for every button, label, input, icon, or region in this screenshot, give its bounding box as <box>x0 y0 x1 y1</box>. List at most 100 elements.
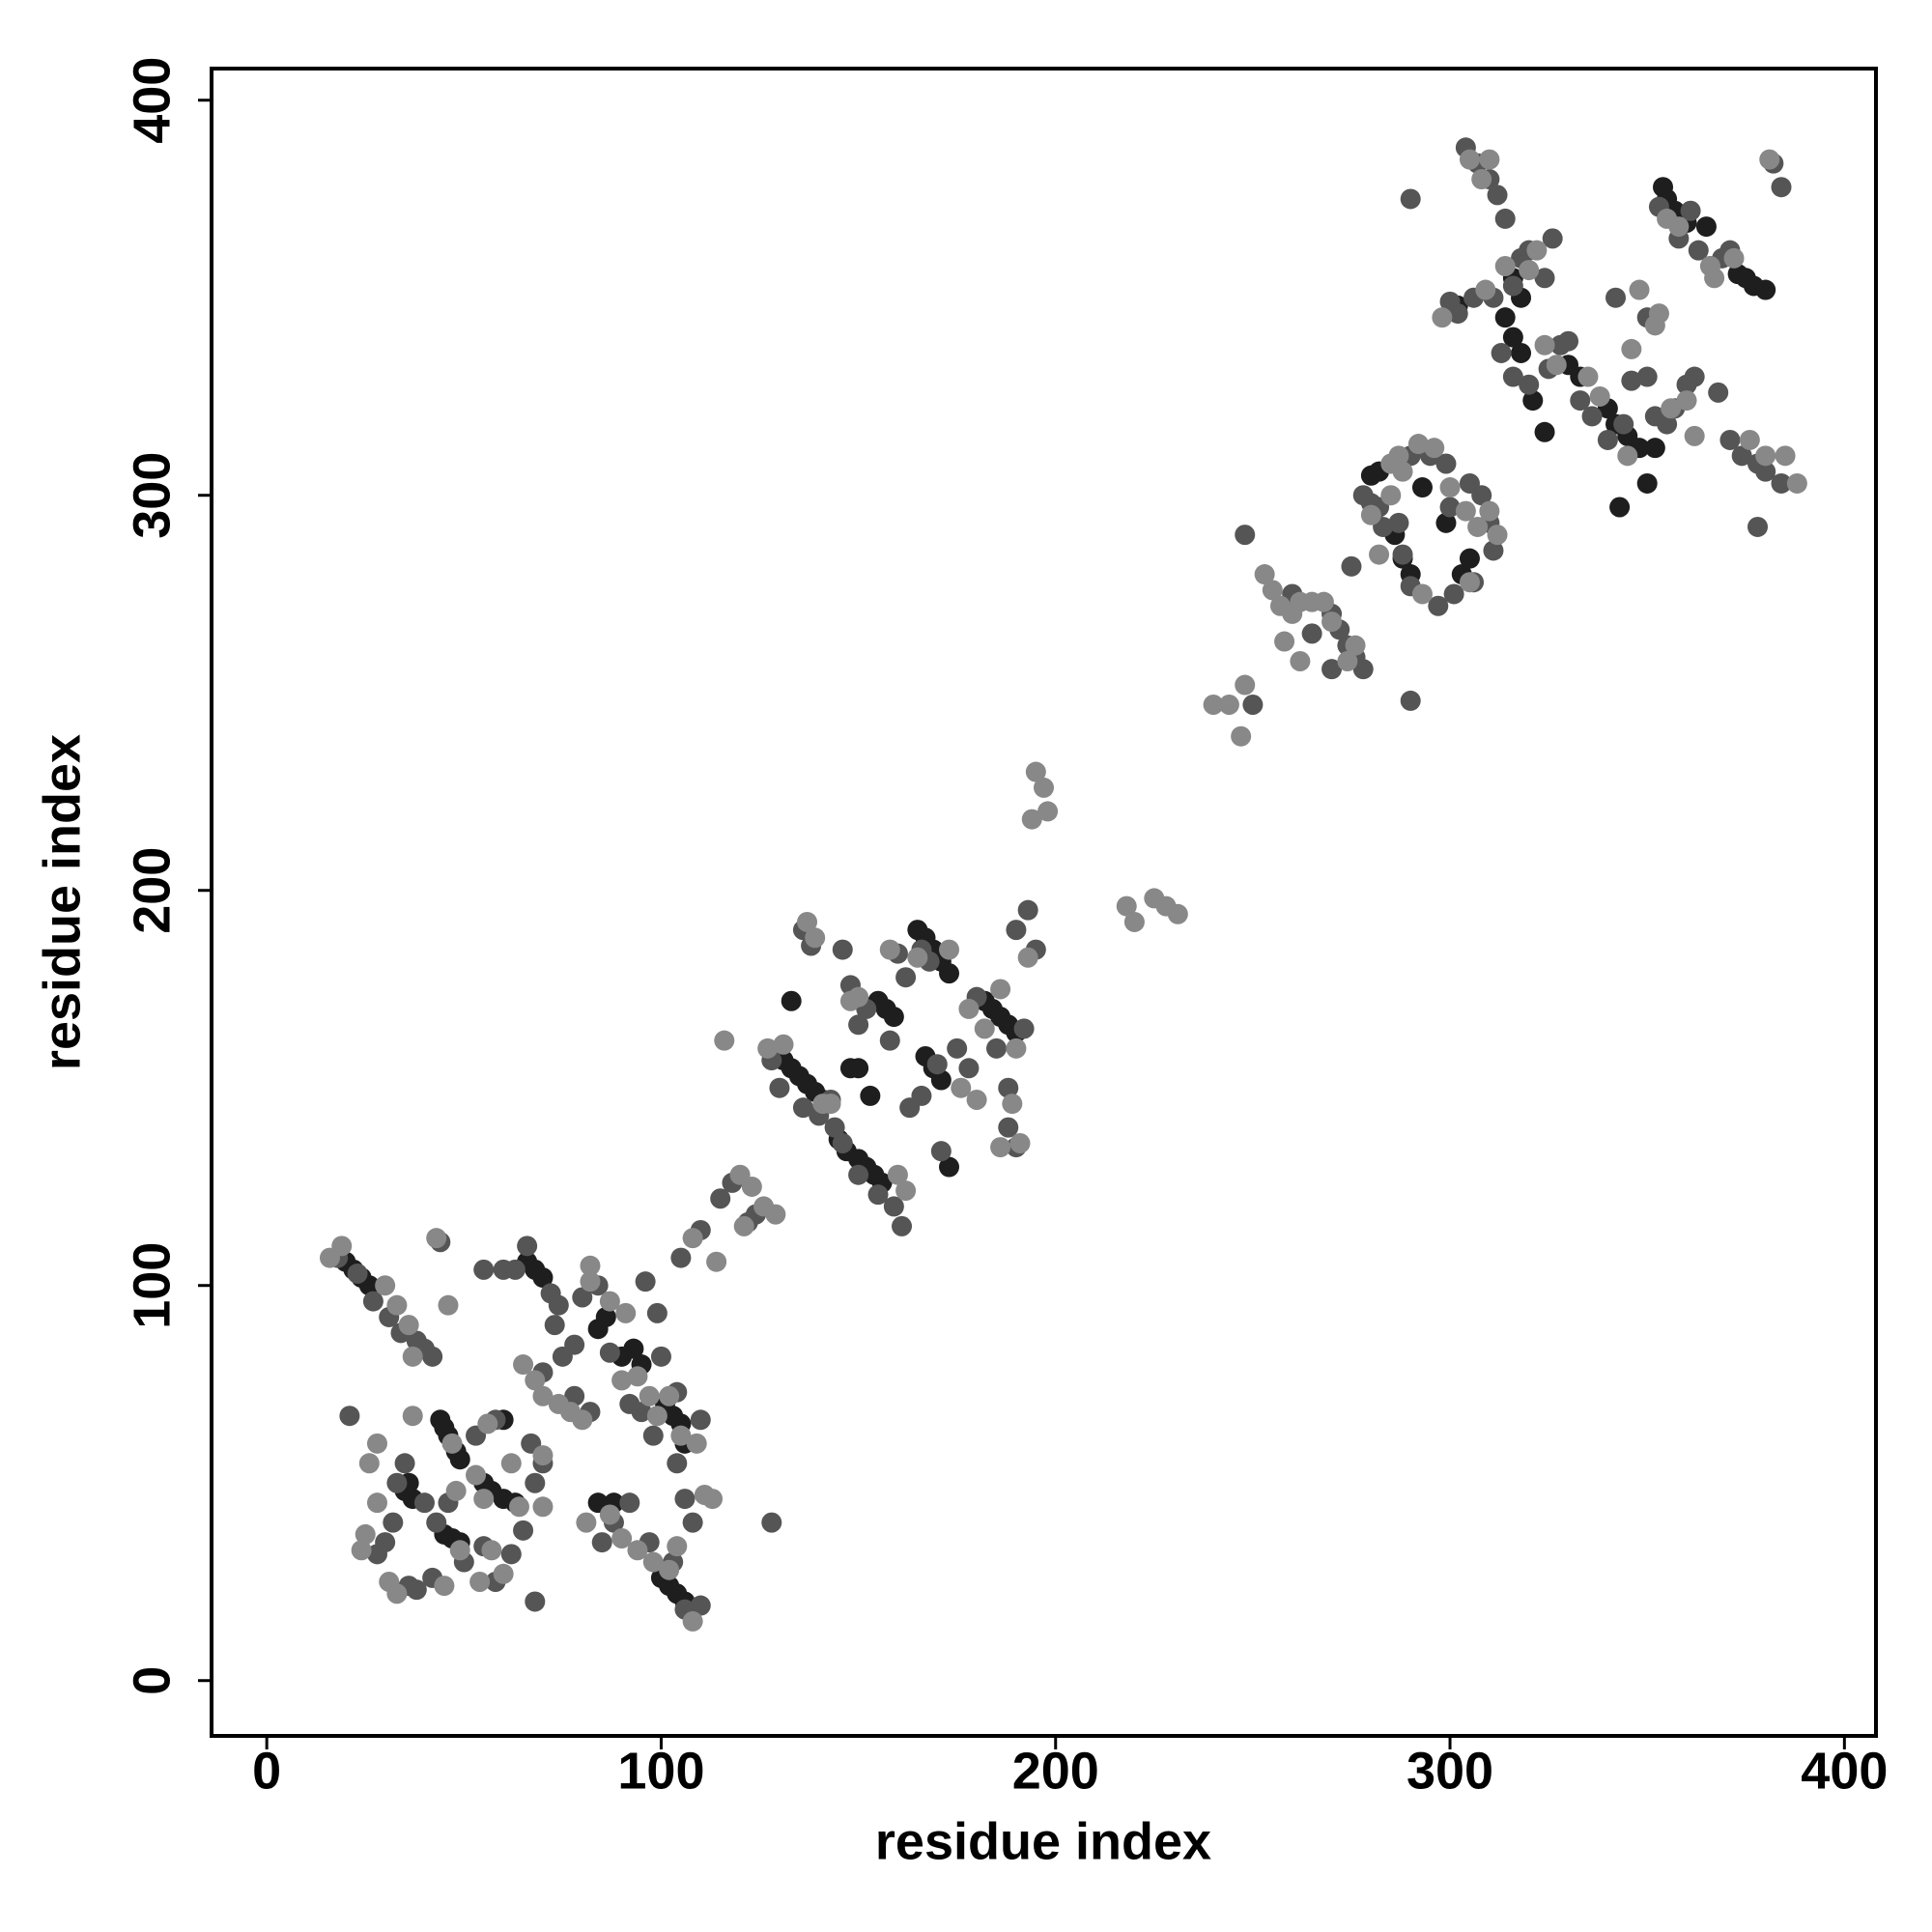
scatter-point <box>1455 500 1476 522</box>
scatter-point <box>1475 279 1496 300</box>
scatter-point <box>466 1464 487 1486</box>
scatter-point <box>434 1576 455 1597</box>
scatter-point <box>682 1610 703 1632</box>
y-tick-label: 200 <box>123 847 181 934</box>
scatter-point <box>1636 366 1658 387</box>
scatter-point <box>926 1054 948 1075</box>
scatter-point <box>1636 472 1658 494</box>
scatter-point <box>958 1058 980 1079</box>
scatter-point <box>1613 413 1634 435</box>
scatter-point <box>1695 216 1717 238</box>
scatter-point <box>1609 497 1631 518</box>
scatter-point <box>714 1030 735 1051</box>
scatter-point <box>1494 256 1516 277</box>
scatter-point <box>659 1385 680 1406</box>
scatter-point <box>1494 208 1516 229</box>
scatter-point <box>947 1037 968 1059</box>
scatter-point <box>449 1449 470 1470</box>
scatter-point <box>1581 406 1603 427</box>
scatter-point <box>362 1291 384 1312</box>
scatter-point <box>670 1247 692 1268</box>
scatter-point <box>438 1294 459 1316</box>
scatter-point <box>1605 287 1627 308</box>
scatter-point <box>797 911 818 932</box>
scatter-point <box>1589 385 1610 407</box>
scatter-point <box>1424 438 1445 459</box>
scatter-point <box>1439 497 1461 518</box>
scatter-point <box>1435 453 1457 474</box>
scatter-point <box>998 1077 1019 1098</box>
scatter-point <box>1597 429 1618 450</box>
scatter-point <box>990 979 1011 1000</box>
scatter-point <box>635 1271 656 1293</box>
scatter-point <box>1491 342 1512 363</box>
scatter-point <box>733 1215 754 1236</box>
scatter-point <box>1407 434 1429 455</box>
scatter-point <box>1570 390 1591 412</box>
y-axis-title: residue index <box>33 734 91 1070</box>
x-tick-label: 200 <box>1012 1742 1099 1800</box>
scatter-point <box>650 1346 671 1367</box>
scatter-point <box>1123 911 1145 932</box>
scatter-point <box>883 1196 904 1217</box>
scatter-point <box>741 1176 762 1197</box>
scatter-point <box>958 998 980 1019</box>
scatter-point <box>386 1583 408 1605</box>
scatter-point <box>761 1512 782 1533</box>
scatter-point <box>1684 425 1705 446</box>
scatter-point <box>1290 651 1311 672</box>
scatter-point <box>1522 390 1544 412</box>
scatter-point <box>1025 761 1046 782</box>
scatter-point <box>1534 268 1555 289</box>
scatter-point <box>883 1007 904 1028</box>
scatter-point <box>477 1413 498 1435</box>
scatter-point <box>1428 595 1449 616</box>
scatter-point <box>1684 366 1705 387</box>
scatter-point <box>500 1453 522 1474</box>
scatter-point <box>674 1489 696 1510</box>
scatter-point <box>1037 801 1059 822</box>
scatter-point <box>1577 366 1599 387</box>
scatter-point <box>1274 631 1295 652</box>
scatter-point <box>646 1406 668 1427</box>
scatter-point <box>572 1409 593 1431</box>
scatter-point <box>358 1453 380 1474</box>
scatter-point <box>1775 445 1796 467</box>
scatter-point <box>599 1291 620 1312</box>
scatter-point <box>469 1571 491 1592</box>
scatter-point <box>449 1540 470 1561</box>
scatter-point <box>611 1370 633 1391</box>
x-tick-label: 100 <box>617 1742 704 1800</box>
scatter-point <box>1723 247 1745 269</box>
scatter-point <box>1519 260 1540 281</box>
scatter-point <box>1459 548 1480 569</box>
scatter-point <box>1629 279 1650 300</box>
scatter-point <box>445 1480 467 1501</box>
y-tick-label: 0 <box>123 1666 181 1695</box>
scatter-point <box>1313 591 1334 612</box>
scatter-point <box>1034 777 1054 798</box>
scatter-point <box>347 1263 368 1284</box>
scatter-point <box>690 1409 711 1431</box>
scatter-point <box>1755 279 1776 300</box>
scatter-point <box>773 1034 794 1055</box>
scatter-point <box>895 1180 917 1202</box>
scatter-point <box>682 1228 703 1249</box>
scatter-point <box>481 1540 502 1561</box>
scatter-point <box>375 1275 396 1296</box>
x-tick-label: 400 <box>1801 1742 1888 1800</box>
scatter-point <box>1360 504 1381 526</box>
scatter-point <box>1755 461 1776 482</box>
scatter-point <box>398 1315 419 1336</box>
y-tick-label: 400 <box>123 57 181 144</box>
scatter-point <box>513 1354 534 1376</box>
scatter-point <box>1502 275 1523 297</box>
scatter-point <box>1009 1132 1031 1153</box>
scatter-point <box>710 1188 731 1209</box>
scatter-point <box>939 939 960 960</box>
scatter-point <box>824 1117 845 1138</box>
scatter-point <box>1708 382 1729 403</box>
scatter-point <box>706 1251 727 1272</box>
